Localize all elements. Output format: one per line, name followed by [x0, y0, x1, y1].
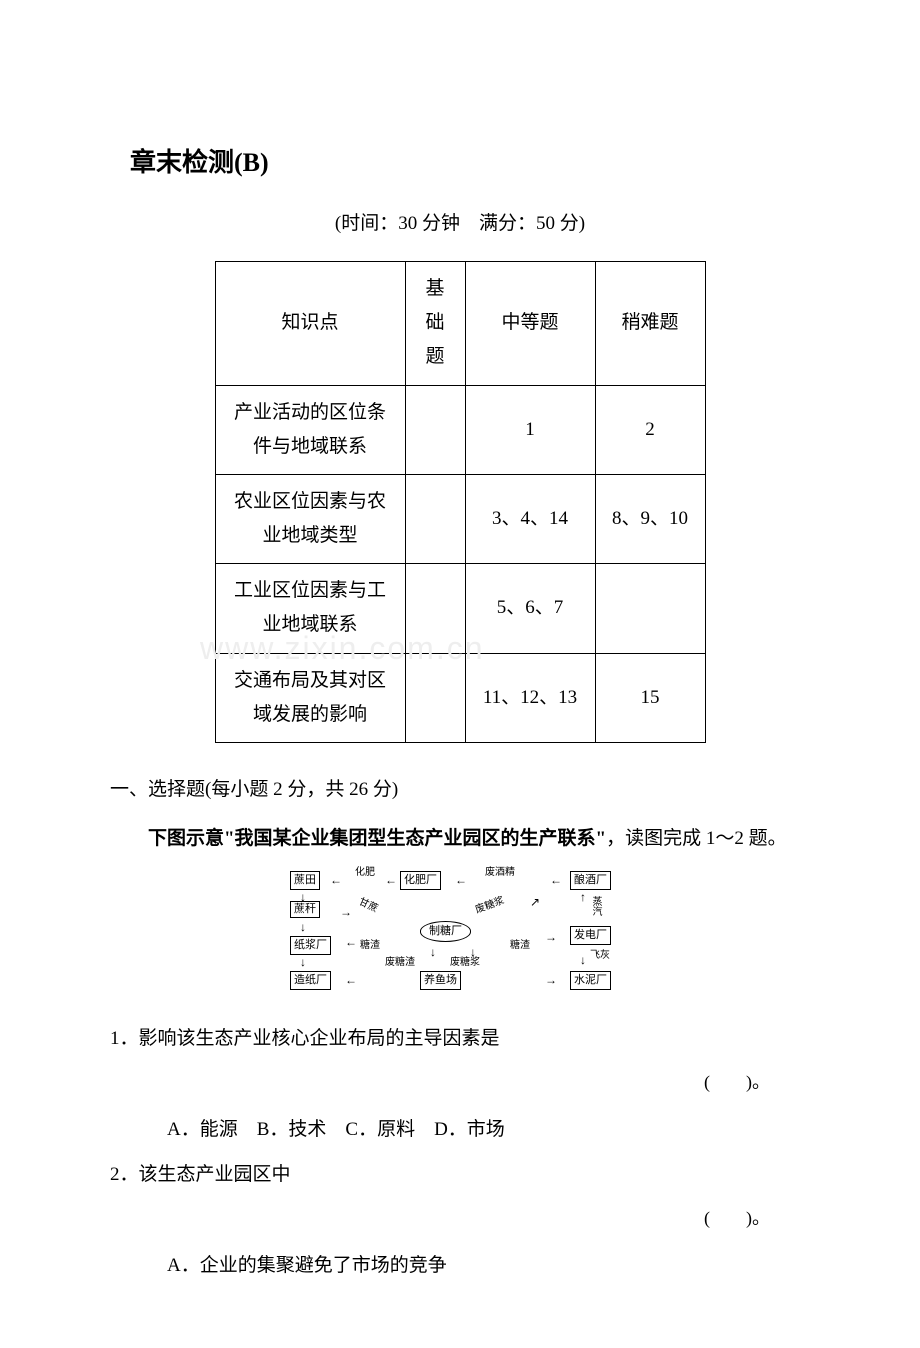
arrow-icon: ↗ — [530, 896, 540, 908]
cell-hard: 2 — [595, 385, 705, 474]
cell-medium: 11、12、13 — [465, 653, 595, 742]
arrow-icon: ← — [550, 874, 562, 886]
intro-rest: ，读图完成 1～2 题。 — [606, 828, 787, 849]
arrow-icon: → — [340, 906, 352, 918]
table-row: 产业活动的区位条件与地域联系 1 2 — [215, 385, 705, 474]
section-heading: 一、选择题(每小题 2 分，共 26 分) — [110, 773, 810, 807]
box-yangyu: 养鱼场 — [420, 971, 461, 989]
arrow-icon: ↓ — [300, 956, 306, 968]
arrow-icon: ← — [330, 874, 342, 886]
arrow-icon: ← — [455, 874, 467, 886]
arrow-icon: ↓ — [300, 921, 306, 933]
q2-text: 该生态产业园区中 — [139, 1164, 291, 1185]
header-hard: 稍难题 — [595, 261, 705, 385]
box-zhetian: 蔗田 — [290, 871, 320, 889]
question-1: 1．影响该生态产业核心企业布局的主导因素是 — [110, 1022, 810, 1056]
q1-options: A．能源 B．技术 C．原料 D．市场 — [110, 1113, 810, 1147]
arrow-icon: ↓ — [580, 954, 586, 966]
label-zhengqi: 蒸汽 — [590, 896, 600, 916]
arrow-icon: ↓ — [430, 946, 436, 958]
label-tangzha1: 糖渣 — [360, 941, 380, 951]
table-header-row: 知识点 基础题 中等题 稍难题 — [215, 261, 705, 385]
cell-hard — [595, 564, 705, 653]
question-2: 2．该生态产业园区中 — [110, 1158, 810, 1192]
box-shuini: 水泥厂 — [570, 971, 611, 989]
label-feitangzha: 废糖渣 — [385, 958, 415, 968]
cell-knowledge: 农业区位因素与农业地域类型 — [215, 474, 405, 563]
chapter-title: 章末检测(B) — [110, 140, 810, 187]
arrow-icon: ↓ — [470, 946, 476, 958]
box-zhizhuang: 纸浆厂 — [290, 936, 331, 954]
q1-num: 1． — [110, 1028, 139, 1049]
table-row: 农业区位因素与农业地域类型 3、4、14 8、9、10 — [215, 474, 705, 563]
label-feijiujing: 废酒精 — [485, 868, 515, 878]
intro-text: 下图示意"我国某企业集团型生态产业园区的生产联系"，读图完成 1～2 题。 — [110, 822, 810, 856]
cell-hard: 15 — [595, 653, 705, 742]
q2-num: 2． — [110, 1164, 139, 1185]
cell-medium: 1 — [465, 385, 595, 474]
cell-basic — [405, 474, 465, 563]
cell-knowledge: 产业活动的区位条件与地域联系 — [215, 385, 405, 474]
header-knowledge: 知识点 — [215, 261, 405, 385]
cell-medium: 3、4、14 — [465, 474, 595, 563]
q1-text: 影响该生态产业核心企业布局的主导因素是 — [139, 1028, 500, 1049]
box-fadian: 发电厂 — [570, 926, 611, 944]
q1-paren: ( )。 — [110, 1066, 810, 1098]
header-medium: 中等题 — [465, 261, 595, 385]
diagram-container: 蔗田 蔗秆 纸浆厂 造纸厂 化肥厂 制糖厂 养鱼场 酿酒厂 发电厂 水泥厂 化肥… — [110, 866, 810, 1006]
arrow-icon: ← — [345, 974, 357, 986]
cell-basic — [405, 385, 465, 474]
flow-diagram: 蔗田 蔗秆 纸浆厂 造纸厂 化肥厂 制糖厂 养鱼场 酿酒厂 发电厂 水泥厂 化肥… — [290, 866, 630, 996]
label-feitangjiang: 废糖浆 — [450, 958, 480, 968]
box-zaozhi: 造纸厂 — [290, 971, 331, 989]
label-ganzhi: 甘蔗 — [357, 898, 379, 916]
arrow-icon: ↓ — [300, 891, 306, 903]
box-huafei: 化肥厂 — [400, 871, 441, 889]
box-niangjiu: 酿酒厂 — [570, 871, 611, 889]
box-zhitang: 制糖厂 — [420, 921, 471, 941]
arrow-icon: ↑ — [580, 891, 586, 903]
arrow-icon: ← — [385, 874, 397, 886]
watermark: www.zixin.com.cn — [200, 620, 485, 678]
arrow-icon: ← — [345, 936, 357, 948]
label-tangzha2: 糖渣 — [510, 941, 530, 951]
q2-paren: ( )。 — [110, 1202, 810, 1234]
intro-bold: 下图示意"我国某企业集团型生态产业园区的生产联系" — [148, 828, 606, 849]
subtitle: (时间：30 分钟 满分：50 分) — [110, 207, 810, 241]
label-feihui: 飞灰 — [590, 951, 610, 961]
arrow-icon: → — [545, 974, 557, 986]
arrow-icon: → — [545, 931, 557, 943]
label-feitangjiang2: 废糖浆 — [474, 897, 506, 917]
q2-option-a: A．企业的集聚避免了市场的竞争 — [110, 1249, 810, 1283]
header-basic: 基础题 — [405, 261, 465, 385]
label-huafei: 化肥 — [355, 868, 375, 878]
cell-hard: 8、9、10 — [595, 474, 705, 563]
